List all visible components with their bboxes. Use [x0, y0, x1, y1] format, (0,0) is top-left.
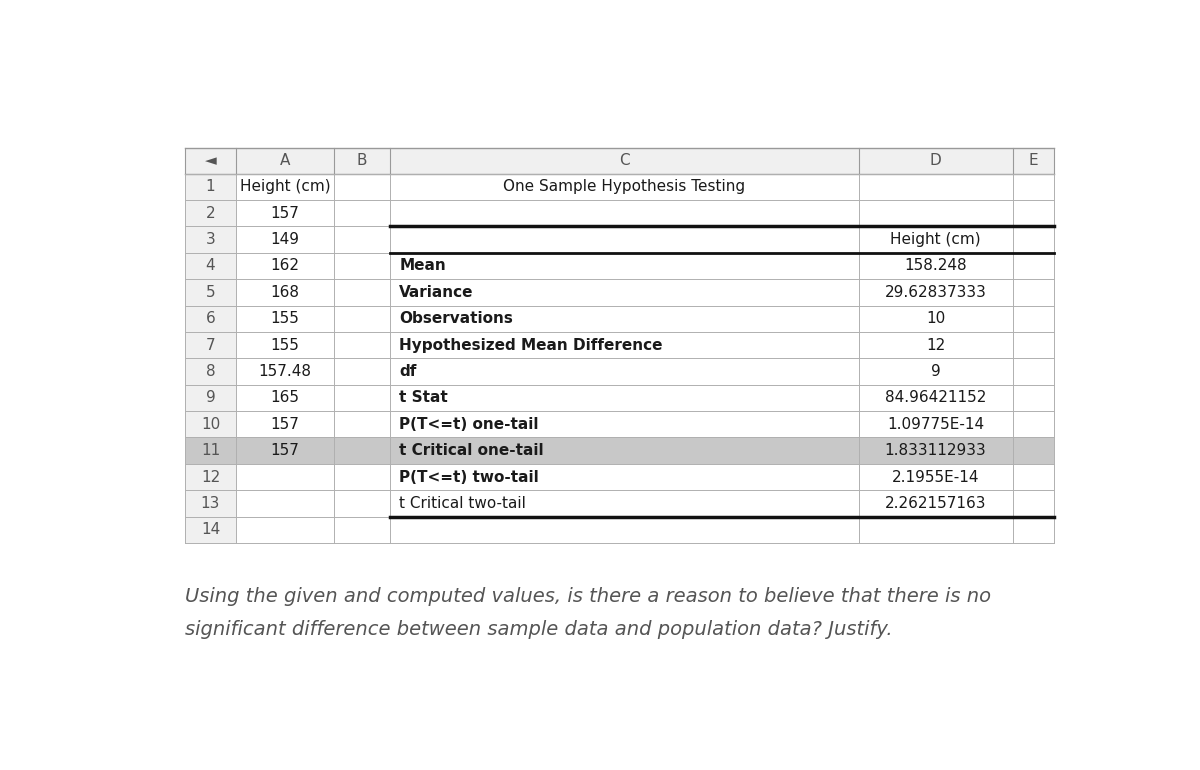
Bar	[185, 332, 1055, 358]
Text: 1.09775E-14: 1.09775E-14	[887, 417, 984, 432]
Text: 157.48: 157.48	[258, 364, 311, 379]
Text: 5: 5	[205, 285, 215, 300]
Text: 2: 2	[205, 206, 215, 221]
Text: 12: 12	[200, 470, 220, 484]
Bar	[185, 411, 1055, 437]
Bar	[185, 280, 1055, 306]
Text: 155: 155	[270, 337, 299, 353]
Bar	[185, 358, 236, 385]
Bar	[185, 411, 236, 437]
Text: Variance: Variance	[400, 285, 474, 300]
Text: Height (cm): Height (cm)	[240, 179, 330, 194]
Bar	[185, 464, 1055, 490]
Text: 6: 6	[205, 311, 215, 326]
Text: 10: 10	[200, 417, 220, 432]
Text: 157: 157	[270, 206, 299, 221]
Bar	[185, 253, 236, 280]
Bar	[185, 490, 1055, 517]
Text: df: df	[400, 364, 416, 379]
Bar	[185, 253, 1055, 280]
Text: One Sample Hypothesis Testing: One Sample Hypothesis Testing	[503, 179, 745, 194]
Text: 168: 168	[270, 285, 299, 300]
Bar	[185, 437, 236, 464]
Bar	[185, 490, 236, 517]
Text: 84.96421152: 84.96421152	[884, 390, 986, 405]
Text: 157: 157	[270, 417, 299, 432]
Text: 158.248: 158.248	[905, 259, 967, 273]
Text: B: B	[356, 153, 367, 168]
Text: Using the given and computed values, is there a reason to believe that there is : Using the given and computed values, is …	[185, 588, 991, 607]
Text: Height (cm): Height (cm)	[890, 232, 980, 247]
Bar	[185, 385, 1055, 411]
Text: 149: 149	[270, 232, 299, 247]
Text: significant difference between sample data and population data? Justify.: significant difference between sample da…	[185, 620, 893, 639]
Text: ◄: ◄	[204, 153, 216, 168]
Text: 7: 7	[205, 337, 215, 353]
Text: 9: 9	[205, 390, 215, 405]
Text: 9: 9	[931, 364, 941, 379]
Text: t Critical one-tail: t Critical one-tail	[400, 444, 544, 458]
Text: 155: 155	[270, 311, 299, 326]
Bar	[185, 358, 1055, 385]
Bar	[185, 173, 236, 200]
Text: 4: 4	[205, 259, 215, 273]
Text: Mean: Mean	[400, 259, 446, 273]
Text: 157: 157	[270, 444, 299, 458]
Text: t Critical two-tail: t Critical two-tail	[400, 496, 526, 511]
Bar	[185, 226, 1055, 253]
Bar	[185, 517, 1055, 543]
Bar	[185, 517, 236, 543]
Text: 14: 14	[200, 522, 220, 537]
Bar	[185, 332, 236, 358]
Bar	[185, 173, 1055, 200]
Text: C: C	[619, 153, 630, 168]
Text: E: E	[1028, 153, 1038, 168]
Bar	[185, 464, 236, 490]
Bar	[185, 200, 1055, 226]
Bar	[185, 226, 236, 253]
Bar	[185, 306, 1055, 332]
Text: 165: 165	[270, 390, 299, 405]
Bar	[185, 385, 236, 411]
Text: A: A	[280, 153, 290, 168]
Bar	[185, 280, 236, 306]
Text: D: D	[930, 153, 942, 168]
Text: Hypothesized Mean Difference: Hypothesized Mean Difference	[400, 337, 662, 353]
Bar	[185, 148, 1055, 173]
Text: 13: 13	[200, 496, 220, 511]
Text: t Stat: t Stat	[400, 390, 448, 405]
Bar	[185, 437, 1055, 464]
Text: 3: 3	[205, 232, 215, 247]
Text: P(T<=t) one-tail: P(T<=t) one-tail	[400, 417, 539, 432]
Text: 10: 10	[926, 311, 946, 326]
Text: 2.1955E-14: 2.1955E-14	[892, 470, 979, 484]
Text: 162: 162	[270, 259, 299, 273]
Bar	[185, 306, 236, 332]
Text: 12: 12	[926, 337, 946, 353]
Text: 2.262157163: 2.262157163	[884, 496, 986, 511]
Text: P(T<=t) two-tail: P(T<=t) two-tail	[400, 470, 539, 484]
Text: 1.833112933: 1.833112933	[884, 444, 986, 458]
Text: 8: 8	[205, 364, 215, 379]
Text: 1: 1	[205, 179, 215, 194]
Bar	[185, 200, 236, 226]
Text: 29.62837333: 29.62837333	[884, 285, 986, 300]
Text: Observations: Observations	[400, 311, 514, 326]
Text: 11: 11	[200, 444, 220, 458]
